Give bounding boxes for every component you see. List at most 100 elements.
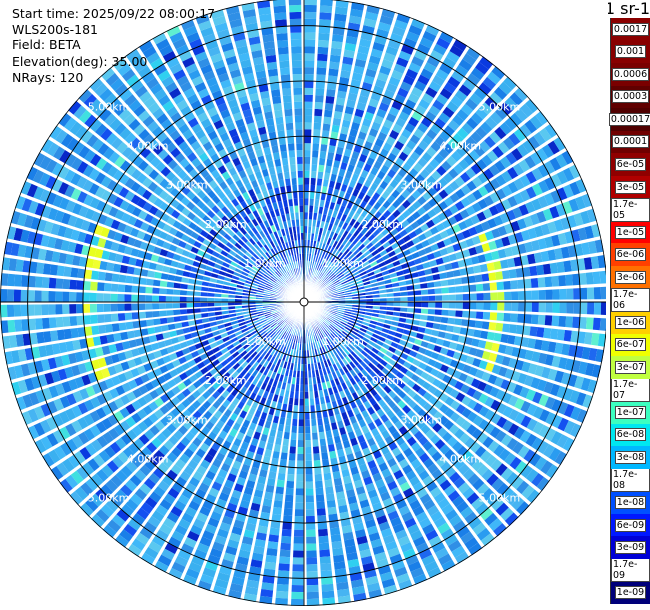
ray-gate-cell [561,343,571,356]
ray-gate-cell [399,481,412,492]
ray-gate-cell [310,405,316,413]
ray-gate-cell [579,287,588,300]
ray-gate-cell [472,389,483,401]
ray-gate-cell [324,345,330,353]
ray-gate-cell [294,515,304,524]
ray-gate-cell [55,304,63,316]
ray-gate-cell [271,341,278,349]
ray-gate-cell [504,302,512,311]
ray-gate-cell [339,511,350,521]
ray-gate-cell [581,193,593,208]
ray-gate-cell [575,391,587,406]
ray-gate-cell [350,508,362,518]
ray-gate-cell [494,159,506,173]
ray-gate-cell [309,398,315,406]
ray-gate-cell [334,316,342,321]
ray-gate-cell [145,303,153,311]
ray-gate-cell [309,198,314,206]
ray-gate-cell [91,325,100,336]
ray-gate-cell [367,459,378,470]
ray-gate-cell [500,198,512,211]
ray-gate-cell [450,260,460,269]
ray-gate-cell [467,411,478,423]
ray-gate-cell [461,228,472,239]
ray-gate-cell [272,450,281,459]
ray-gate-cell [341,468,351,478]
ray-gate-cell [338,253,346,261]
ray-gate-cell [352,229,360,238]
ray-gate-cell [396,214,406,223]
ray-gate-cell [343,348,351,356]
ray-gate-cell [563,329,572,342]
ray-gate-cell [246,579,260,589]
ray-gate-cell [275,317,282,323]
ray-gate-cell [244,364,252,372]
ray-gate-cell [441,286,449,294]
ray-gate-cell [250,502,261,512]
ray-gate-cell [207,517,220,528]
ray-gate-cell [259,374,267,383]
ray-gate-cell [373,329,382,336]
ray-gate-cell [544,276,553,288]
ray-gate-cell [358,330,366,336]
ray-gate-cell [89,303,98,314]
ray-gate-cell [422,201,432,212]
ray-gate-cell [508,132,521,146]
ray-gate-cell [397,389,407,399]
ray-gate-cell [516,143,529,157]
ray-gate-cell [386,223,395,232]
ray-gate-cell [317,418,324,426]
ray-gate-cell [477,380,488,392]
ray-gate-cell [382,218,391,228]
ray-gate-cell [274,342,280,350]
ray-gate-cell [376,72,389,82]
ray-gate-cell [206,363,215,372]
ray-gate-cell [458,240,468,250]
ray-gate-cell [487,373,498,385]
ray-gate-cell [444,332,453,340]
ray-gate-cell [139,464,152,477]
ray-gate-cell [272,379,279,388]
ray-gate-cell [401,105,413,116]
ray-gate-cell [331,34,344,43]
ray-gate-cell [313,460,322,468]
ray-gate-cell [361,385,369,395]
ray-gate-cell [342,396,349,405]
ray-gate-cell [334,259,341,266]
ray-gate-cell [262,343,270,351]
ray-gate-cell [418,276,427,283]
ray-gate-cell [304,398,310,406]
ray-gate-cell [529,265,538,277]
ray-gate-cell [205,493,217,504]
ray-gate-cell [479,263,488,273]
ray-gate-cell [277,366,283,375]
ray-gate-cell [347,394,355,403]
ray-gate-cell [403,37,417,49]
ray-gate-cell [357,45,370,55]
ray-gate-cell [328,443,336,452]
ray-gate-cell [469,302,477,310]
ray-gate-cell [457,335,467,344]
ray-gate-cell [249,392,257,401]
ray-gate-cell [364,415,374,425]
ray-gate-cell [388,345,397,353]
ray-gate-cell [358,403,367,413]
ray-gate-cell [306,557,318,565]
ray-gate-cell [514,411,526,425]
ray-gate-cell [334,392,342,401]
ray-gate-cell [464,375,475,386]
ray-gate-cell [270,322,278,329]
ray-gate-cell [429,123,442,135]
ray-gate-cell [408,245,418,254]
ray-gate-cell [493,522,508,537]
ray-gate-cell [97,271,106,282]
ray-gate-cell [493,214,504,226]
ray-gate-cell [385,112,397,123]
ray-gate-cell [276,359,282,367]
ray-gate-cell [323,320,330,327]
ray-gate-cell [517,242,527,254]
ray-gate-cell [252,460,262,469]
ray-gate-cell [350,329,358,336]
ray-gate-cell [318,19,331,27]
ray-gate-cell [316,347,322,356]
